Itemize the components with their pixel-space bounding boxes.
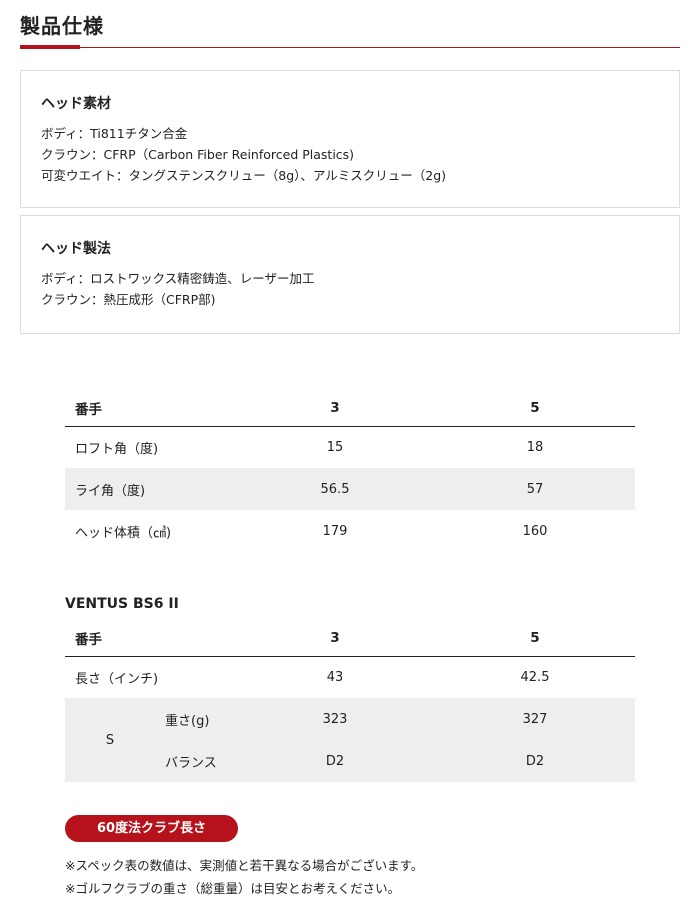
spec-line: クラウン：熱圧成形（CFRP部) bbox=[41, 292, 216, 307]
spec-line: クラウン：CFRP（Carbon Fiber Reinforced Plasti… bbox=[41, 147, 355, 162]
table-header: 番手 3 5 bbox=[65, 620, 635, 657]
flex-label: S bbox=[65, 698, 155, 782]
head-material-box: ヘッド素材 ボディ：Ti811チタン合金 クラウン：CFRP（Carbon Fi… bbox=[20, 70, 680, 208]
spec-line: ボディ：Ti811チタン合金 bbox=[41, 126, 188, 141]
spec-line: 可変ウエイト：タングステンスクリュー（8g）、アルミスクリュー（2g) bbox=[41, 168, 447, 183]
table-row: ライ角（度) 56.5 57 bbox=[65, 468, 635, 510]
table-row: S 重さ(g) 323 327 bbox=[65, 698, 635, 782]
shaft-spec-table: 番手 3 5 長さ（インチ) 43 42.5 S 重さ(g) 323 327 バランス D2 D2 bbox=[65, 620, 635, 782]
head-spec-table: 番手 3 5 ロフト角（度) 15 18 ライ角（度) 56.5 57 ヘッド体積（㎤) 17… bbox=[65, 390, 635, 552]
table-row: ロフト角（度) 15 18 bbox=[75, 439, 544, 457]
table-row: ヘッド体積（㎤) 179 160 bbox=[75, 523, 548, 541]
club-length-button[interactable]: 60度法クラブ長さ bbox=[65, 815, 238, 842]
note: ※ゴルフクラブの重さ（総重量）は目安とお考えください。 bbox=[65, 881, 401, 896]
note: ※スペック表の数値は、実測値と若干異なる場合がございます。 bbox=[65, 858, 424, 873]
title-divider bbox=[20, 47, 680, 48]
section-heading: ヘッド素材 bbox=[41, 96, 111, 112]
table-row: バランス D2 D2 bbox=[65, 740, 635, 782]
table-row: 長さ（インチ) 43 42.5 bbox=[75, 669, 550, 687]
title-accent-bar bbox=[20, 45, 80, 49]
page-title: 製品仕様 bbox=[20, 14, 104, 38]
spec-line: ボディ：ロストワックス精密鋳造、レーザー加工 bbox=[41, 271, 315, 286]
shaft-name: VENTUS BS6 II bbox=[65, 596, 179, 612]
head-process-box: ヘッド製法 ボディ：ロストワックス精密鋳造、レーザー加工 クラウン：熱圧成形（C… bbox=[20, 215, 680, 334]
table-header: 番手 3 5 bbox=[65, 390, 635, 427]
section-heading: ヘッド製法 bbox=[41, 241, 111, 257]
